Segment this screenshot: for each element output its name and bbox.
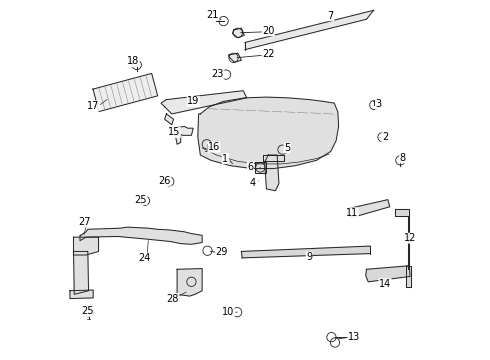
Text: 3: 3 [375,99,382,109]
Polygon shape [255,162,266,173]
Text: 16: 16 [208,142,220,152]
Text: 24: 24 [138,253,150,263]
Text: 21: 21 [207,10,219,20]
Polygon shape [70,290,93,298]
Polygon shape [74,237,98,255]
Polygon shape [198,97,339,168]
Polygon shape [93,73,158,112]
Text: 11: 11 [346,208,358,218]
Polygon shape [406,266,411,287]
Polygon shape [232,28,245,38]
Polygon shape [173,126,193,135]
Polygon shape [161,91,247,114]
Text: 18: 18 [127,57,139,66]
Text: 25: 25 [81,306,94,316]
Polygon shape [242,246,370,258]
Text: 4: 4 [250,178,256,188]
Text: 23: 23 [212,68,224,78]
Polygon shape [348,200,390,217]
Text: 5: 5 [284,143,290,153]
Polygon shape [395,208,409,269]
Text: 28: 28 [167,294,179,303]
Polygon shape [80,227,202,244]
Text: 26: 26 [158,176,171,186]
Text: 7: 7 [328,11,334,21]
Polygon shape [177,269,202,296]
Text: 6: 6 [247,162,253,172]
Text: 29: 29 [216,247,228,257]
Text: 19: 19 [187,96,199,107]
Text: 27: 27 [78,217,91,227]
Polygon shape [263,155,284,161]
Text: 25: 25 [134,195,147,204]
Polygon shape [245,10,373,50]
Text: 2: 2 [382,132,388,142]
Text: 22: 22 [262,49,274,59]
Text: 20: 20 [262,26,274,36]
Polygon shape [265,155,279,191]
Text: 12: 12 [403,233,416,243]
Text: 17: 17 [87,101,100,111]
Text: 1: 1 [222,154,228,163]
Polygon shape [74,251,89,294]
Text: 15: 15 [168,127,180,138]
Polygon shape [366,266,410,282]
Text: 14: 14 [379,279,391,289]
Polygon shape [229,53,242,62]
Polygon shape [165,114,173,125]
Polygon shape [175,135,181,144]
Text: 10: 10 [222,307,234,317]
Text: 9: 9 [306,252,312,262]
Text: 8: 8 [400,153,406,163]
Text: 13: 13 [348,332,360,342]
